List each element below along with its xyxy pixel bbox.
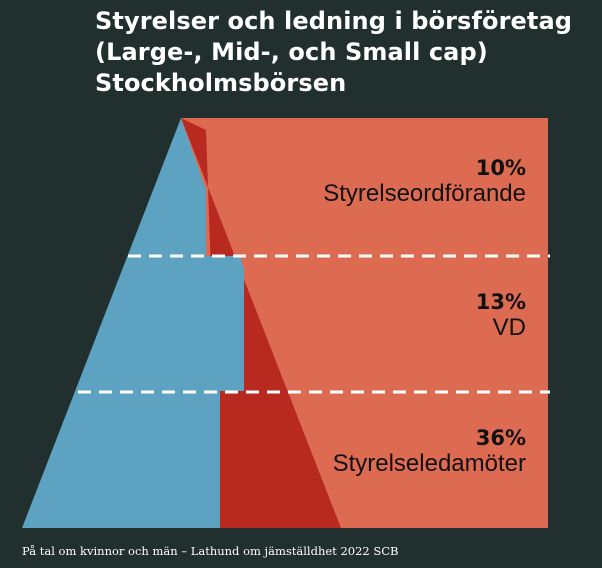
stat-ceo-percent: 13% bbox=[475, 290, 526, 314]
source-footer: På tal om kvinnor och män – Lathund om j… bbox=[22, 544, 399, 558]
title-line-3: Stockholmsbörsen bbox=[95, 69, 347, 97]
stat-ceo: 13% VD bbox=[476, 290, 526, 342]
stat-board-members-label: Styrelseledamöter bbox=[332, 450, 526, 477]
title-line-2: (Large-, Mid-, och Small cap) bbox=[95, 38, 488, 66]
title-line-1: Styrelser och ledning i börsföretag bbox=[95, 7, 573, 35]
stat-chair-percent: 10% bbox=[475, 156, 526, 180]
women-share-wedge bbox=[181, 118, 341, 528]
stat-board-members-percent: 36% bbox=[475, 426, 526, 450]
stat-chair-label: Styrelseordförande bbox=[323, 180, 526, 207]
stat-chair: 10% Styrelseordförande bbox=[323, 156, 526, 208]
men-share-pyramid bbox=[22, 118, 244, 528]
slide-title: Styrelser och ledning i börsföretag (Lar… bbox=[95, 6, 572, 99]
stat-board-members: 36% Styrelseledamöter bbox=[333, 426, 526, 478]
stat-ceo-label: VD bbox=[492, 314, 526, 341]
